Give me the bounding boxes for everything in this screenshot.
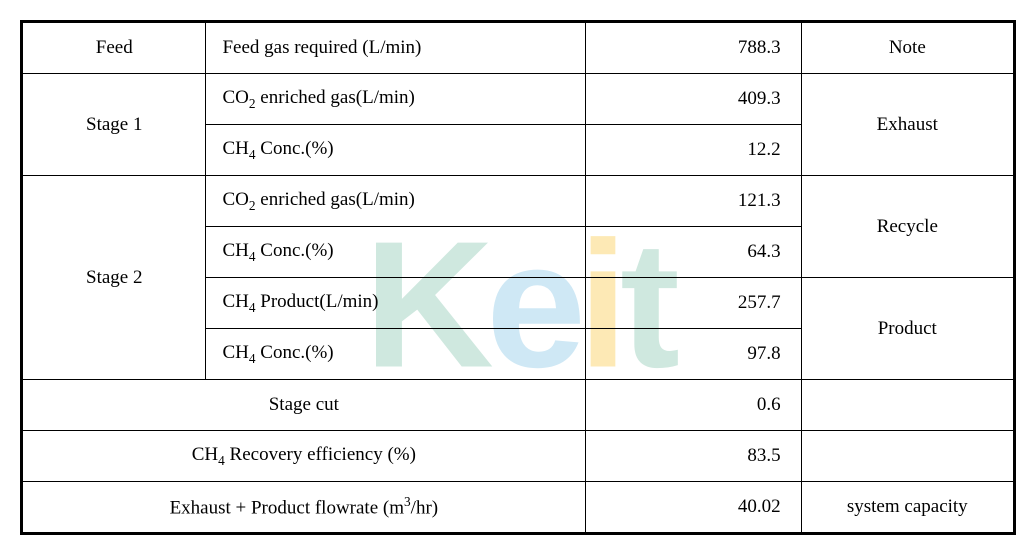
cell-param: CH4 Conc.(%): [206, 125, 585, 176]
cell-note: system capacity: [801, 482, 1014, 534]
cell-value: 97.8: [585, 329, 801, 380]
cell-note: [801, 431, 1014, 482]
cell-note: [801, 380, 1014, 431]
cell-span-label: Exhaust + Product flowrate (m3/hr): [22, 482, 586, 534]
cell-category: Stage 2: [22, 176, 206, 380]
cell-value: 257.7: [585, 278, 801, 329]
cell-span-label: CH4 Recovery efficiency (%): [22, 431, 586, 482]
cell-note: Recycle: [801, 176, 1014, 278]
data-table: Feed Feed gas required (L/min) 788.3 Not…: [20, 20, 1016, 535]
cell-note: Note: [801, 22, 1014, 74]
table-row: Stage cut 0.6: [22, 380, 1015, 431]
cell-value: 0.6: [585, 380, 801, 431]
cell-param: CO2 enriched gas(L/min): [206, 74, 585, 125]
table-row: Stage 2 CO2 enriched gas(L/min) 121.3 Re…: [22, 176, 1015, 227]
cell-value: 83.5: [585, 431, 801, 482]
cell-param: CH4 Conc.(%): [206, 329, 585, 380]
cell-span-label: Stage cut: [22, 380, 586, 431]
cell-value: 409.3: [585, 74, 801, 125]
table-row: Stage 1 CO2 enriched gas(L/min) 409.3 Ex…: [22, 74, 1015, 125]
cell-category: Feed: [22, 22, 206, 74]
cell-value: 12.2: [585, 125, 801, 176]
table-row: CH4 Recovery efficiency (%) 83.5: [22, 431, 1015, 482]
cell-param: Feed gas required (L/min): [206, 22, 585, 74]
cell-param: CO2 enriched gas(L/min): [206, 176, 585, 227]
cell-category: Stage 1: [22, 74, 206, 176]
cell-value: 64.3: [585, 227, 801, 278]
cell-param: CH4 Product(L/min): [206, 278, 585, 329]
cell-note: Product: [801, 278, 1014, 380]
cell-value: 788.3: [585, 22, 801, 74]
cell-value: 40.02: [585, 482, 801, 534]
cell-value: 121.3: [585, 176, 801, 227]
cell-note: Exhaust: [801, 74, 1014, 176]
table-row: Exhaust + Product flowrate (m3/hr) 40.02…: [22, 482, 1015, 534]
cell-param: CH4 Conc.(%): [206, 227, 585, 278]
table-row: Feed Feed gas required (L/min) 788.3 Not…: [22, 22, 1015, 74]
